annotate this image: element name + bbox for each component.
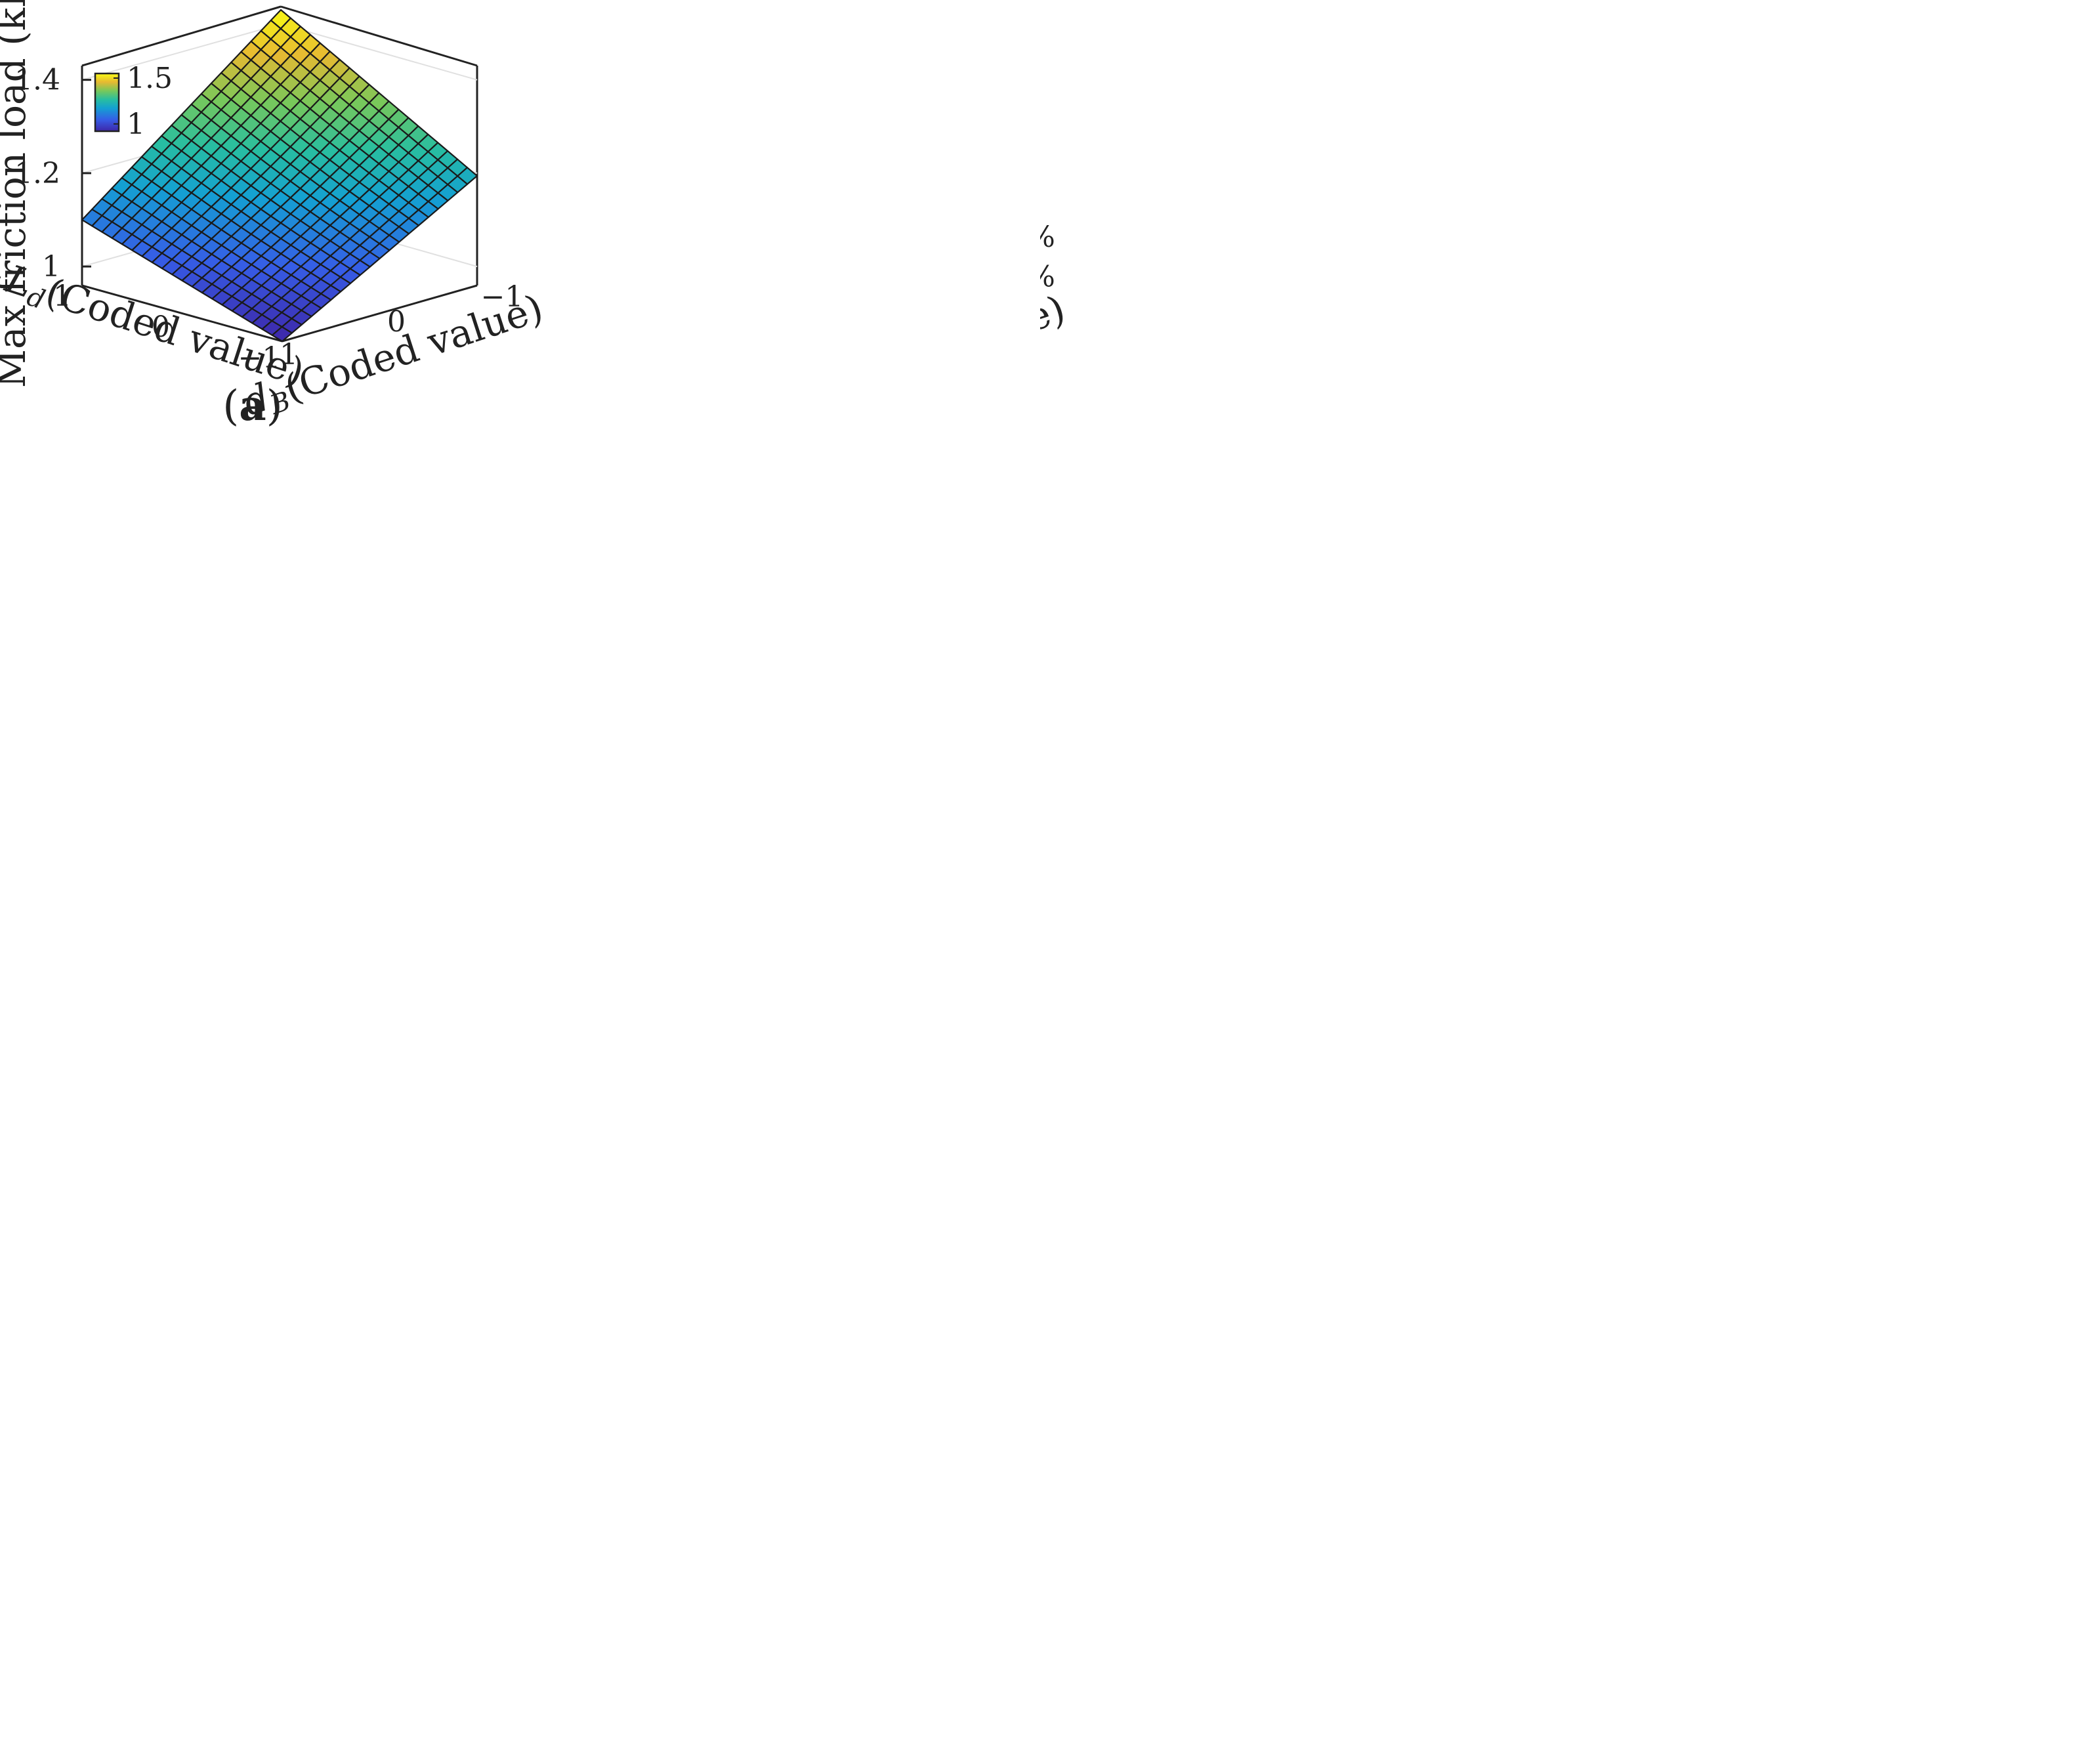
z-axis-label: Max friction load (kN): [0, 0, 34, 388]
colorbar-bar: [94, 72, 120, 133]
top-right-edge: [280, 5, 478, 67]
panel-b: 90%85%86%88%90%−101−101Shock-strut effic…: [1040, 0, 2080, 882]
colorbar: 1.51: [94, 62, 173, 141]
colorbar-tick-label-1: 85%: [1040, 260, 1055, 293]
z-gridline-right-2: [280, 23, 478, 81]
surface-plot-b: 90%85%86%88%90%−101−101Shock-strut effic…: [1040, 220, 1072, 428]
caption-letter: a: [239, 381, 266, 430]
z-tick-label-1: 1.2: [14, 157, 60, 190]
colorbar-tick-label-0: 90%: [1040, 220, 1055, 254]
y-axis-label-rest: (Coded value): [1040, 287, 1070, 412]
colorbar: 90%85%: [1040, 220, 1055, 294]
x-tick-label-2: −1: [238, 341, 281, 375]
z-tick-label-2: 1.4: [14, 64, 60, 97]
x-tick-label-1: 0: [152, 310, 170, 344]
y-tick-label-1: 0: [387, 305, 406, 339]
z-gridline-left-2: [81, 23, 282, 81]
x-tick-label-0: 1: [53, 280, 72, 313]
colorbar-tick-label-1: 1: [127, 108, 145, 141]
y-axis-line: [282, 284, 478, 343]
x-tick-labels: 1 0 −1: [53, 280, 280, 375]
surface-plot-d: 423732323436384042−101−101Shock absorber…: [1040, 882, 2080, 1764]
y-tick-labels: 1 0 −1: [280, 280, 523, 371]
plot-root: 90%85%86%88%90%−101−101Shock-strut effic…: [1040, 220, 1072, 428]
z-tick-label-0: 1: [42, 250, 60, 284]
z-tick-labels: 1 1.2 1.4: [14, 64, 60, 284]
x-axis-line: [81, 284, 283, 343]
plot-root: 423732323436384042−101−101Shock absorber…: [1040, 882, 1068, 892]
y-tick-label-2: −1: [481, 280, 524, 314]
y-tick-label-0: 1: [280, 338, 298, 371]
top-left-edge: [81, 5, 282, 67]
surface-mesh: [81, 9, 478, 343]
y-axis-label: Iw(Coded value): [1040, 287, 1072, 428]
caption-open: (: [222, 382, 239, 430]
panel-caption: (a): [222, 381, 282, 430]
caption-close: ): [266, 382, 283, 430]
colorbar-tick-label-0: 1.5: [127, 62, 173, 95]
surface-cell: [271, 326, 293, 343]
panel-d: 423732323436384042−101−101Shock absorber…: [1040, 882, 2080, 1764]
